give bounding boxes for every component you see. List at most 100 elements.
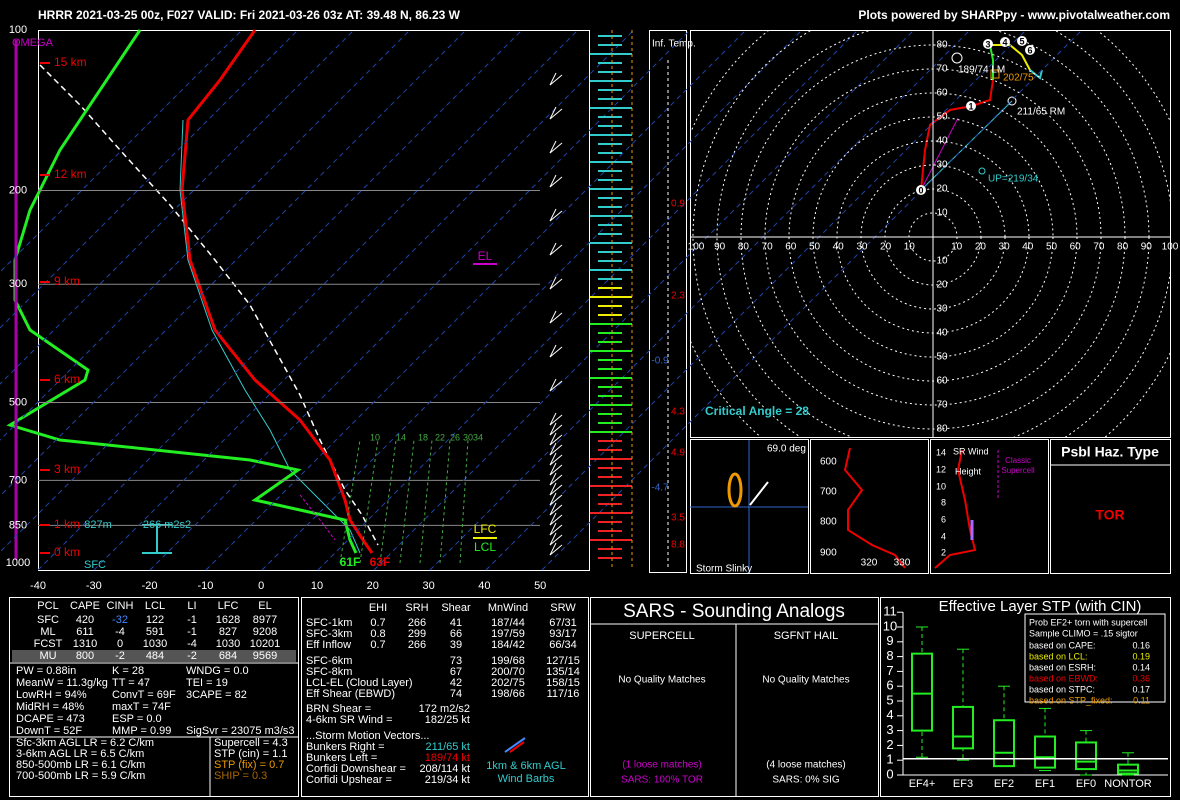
label: Corfidi Upshear = <box>306 774 392 786</box>
label: SFC-1km <box>306 617 352 629</box>
legend-box <box>1024 613 1166 703</box>
label: 4-6km SR Wind = <box>306 714 393 726</box>
label: 20 <box>936 280 948 291</box>
rule <box>549 72 557 86</box>
label: SARS - Sounding Analogs <box>623 601 845 622</box>
temp-label: 20 <box>367 580 379 592</box>
height-label: 0 km <box>54 545 80 559</box>
label: SR Wind <box>953 446 989 456</box>
label: 266 <box>408 639 426 651</box>
label: Bunkers Right = <box>306 741 385 753</box>
label: 6 <box>941 514 946 524</box>
label: LCL <box>474 540 496 554</box>
label: 219/34 kt <box>425 774 470 786</box>
label: 66 <box>450 628 462 640</box>
rule <box>549 422 557 436</box>
label: 50 <box>1046 242 1058 253</box>
pressure-label: 300 <box>9 278 27 290</box>
label: 127/15 <box>546 655 580 667</box>
rule <box>549 242 557 256</box>
label: 90 <box>714 242 726 253</box>
rule <box>549 454 563 466</box>
mixing-ratio-label: 10 <box>370 432 380 442</box>
label: Sample CLIMO = .15 sigtor <box>1029 628 1138 638</box>
label: 208/114 kt <box>419 763 470 775</box>
pressure-label: 500 <box>9 396 27 408</box>
label: 2 <box>941 547 946 557</box>
temp-label: -40 <box>30 580 46 592</box>
label: 1km & 6km AGL <box>486 760 565 772</box>
stp-box <box>911 652 933 732</box>
label: Classic <box>1005 456 1031 465</box>
label: -32 <box>112 614 128 626</box>
rule <box>549 278 563 290</box>
isotherm <box>373 29 915 571</box>
label: 684 <box>219 650 237 662</box>
label: 8 <box>886 648 893 663</box>
rule <box>549 434 563 446</box>
rule <box>549 444 563 456</box>
isotherm <box>541 29 1083 571</box>
label: 67/31 <box>549 617 577 629</box>
label: 184/42 <box>491 639 525 651</box>
stp-box <box>1075 741 1097 771</box>
panel-frames <box>9 30 1171 797</box>
height-label: 6 km <box>54 372 80 386</box>
isotherm <box>0 29 467 497</box>
label: TT = 47 <box>112 677 150 689</box>
label: 9569 <box>253 650 277 662</box>
label: Prob EF2+ torn with supercell <box>1029 617 1147 627</box>
temp-label: 40 <box>478 580 490 592</box>
label: 69.0 deg <box>767 444 806 455</box>
label: 198/66 <box>491 688 525 700</box>
label: 5 <box>886 692 893 707</box>
label: maxT = 74F <box>112 701 171 713</box>
stp-box <box>993 719 1015 768</box>
label: 40 <box>936 136 948 147</box>
label: 117/16 <box>547 688 580 700</box>
label: 40 <box>833 242 845 253</box>
label: 20 <box>880 242 892 253</box>
label: Inf. Temp. <box>652 39 696 50</box>
inferred-value: 4.9 <box>671 448 685 459</box>
label: ConvT = 69F <box>112 689 176 701</box>
label: 6 <box>1027 45 1032 55</box>
rule <box>549 310 557 324</box>
mixing-ratio-line <box>419 439 433 564</box>
label: 330 <box>894 558 911 569</box>
temp-label: -10 <box>197 580 213 592</box>
label: 10 <box>904 242 916 253</box>
rule <box>549 344 557 358</box>
label: based on STPC: <box>1029 684 1095 694</box>
rule <box>549 472 557 486</box>
credit: Plots powered by SHARPpy - www.pivotalwe… <box>858 8 1170 22</box>
rule <box>549 482 557 496</box>
inferred-value: 4.3 <box>671 407 685 418</box>
label: -4 <box>115 626 125 638</box>
mixing-ratio-line <box>379 439 397 564</box>
label: Sfc-3km AGL LR = 6.2 C/km <box>16 737 154 749</box>
rule <box>549 542 557 556</box>
label: 40 <box>1022 242 1034 253</box>
rule <box>549 442 557 456</box>
rule <box>549 346 563 358</box>
title: HRRR 2021-03-25 00z, F027 VALID: Fri 202… <box>38 8 461 22</box>
label: 8 <box>941 497 946 507</box>
label: 9 <box>886 633 893 648</box>
label: 0.8 <box>370 628 385 640</box>
label: -2 <box>187 650 197 662</box>
label: 7 <box>886 663 893 678</box>
label: 827m <box>84 519 112 531</box>
label: STP (cin) = 1.1 <box>214 748 287 760</box>
label: MeanW = 11.3g/kg <box>16 677 108 689</box>
rule <box>549 474 563 486</box>
label: based on CAPE: <box>1029 640 1096 650</box>
label: 0.17 <box>1132 684 1150 694</box>
label: 200/70 <box>491 666 525 678</box>
label: Bunkers Left = <box>306 752 377 764</box>
label: 10 <box>883 618 897 633</box>
label: based on EBWD: <box>1029 673 1098 683</box>
isotherm <box>317 29 859 571</box>
label: 2 <box>886 737 893 752</box>
label: 827 <box>219 626 237 638</box>
